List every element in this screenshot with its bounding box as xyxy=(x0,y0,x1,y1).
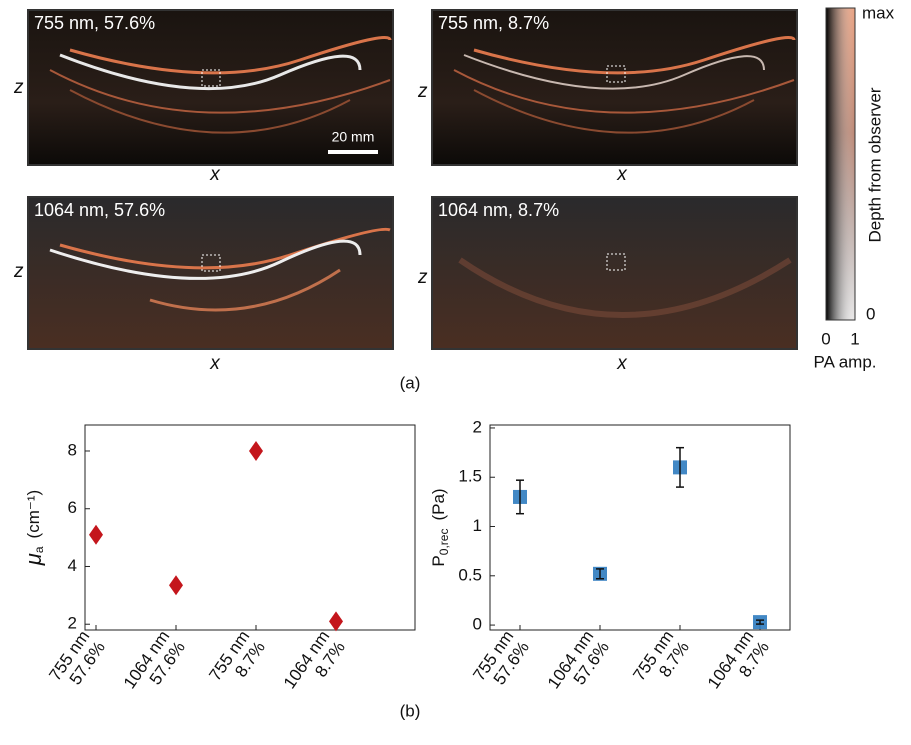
axis-label: z xyxy=(13,261,24,282)
y-axis-label: P0,rec (Pa) xyxy=(429,488,451,566)
y-axis-label-main: μ xyxy=(21,553,46,566)
axis-label: z xyxy=(417,267,428,288)
panel-label: 1064 nm, 8.7% xyxy=(438,200,559,220)
colorbar-label: 0 xyxy=(866,304,875,323)
plot-frame xyxy=(85,425,415,630)
axis-label: x xyxy=(209,164,221,185)
axis-label: x xyxy=(616,353,628,374)
panel-label: 755 nm, 57.6% xyxy=(34,13,155,33)
panel-label: 755 nm, 8.7% xyxy=(438,13,549,33)
y-axis-label-unit: (Pa) xyxy=(429,488,448,520)
caption: (a) xyxy=(400,373,421,392)
x-tick-label: 755 nm8.7% xyxy=(629,627,693,695)
colorbar-label: 1 xyxy=(850,329,859,348)
colorbar xyxy=(826,8,855,320)
y-axis-label: μa (cm⁻¹) xyxy=(21,490,46,566)
colorbar-label: 0 xyxy=(821,329,830,348)
y-tick-label: 6 xyxy=(68,498,77,517)
y-tick-label: 8 xyxy=(68,440,77,459)
y-tick-label: 0.5 xyxy=(458,565,482,584)
y-axis-label-sub: 0,rec xyxy=(437,529,451,556)
y-tick-label: 2 xyxy=(473,417,482,436)
y-axis-label-sub: a xyxy=(32,546,46,553)
caption: (b) xyxy=(400,701,421,720)
colorbar-title: PA amp. xyxy=(814,352,877,371)
axis-label: z xyxy=(417,81,428,102)
scale-bar-label: 20 mm xyxy=(332,129,375,145)
panel-image xyxy=(432,10,797,165)
y-tick-label: 1.5 xyxy=(458,467,482,486)
axis-label: z xyxy=(13,77,24,98)
panel-image xyxy=(432,197,797,349)
plot-frame xyxy=(490,425,790,630)
colorbar-label: max xyxy=(862,3,895,22)
x-tick-label: 1064 nm8.7% xyxy=(704,627,773,703)
x-tick-label: 1064 nm8.7% xyxy=(280,627,349,703)
y-tick-label: 4 xyxy=(68,556,77,575)
panel-image xyxy=(28,197,393,349)
y-tick-label: 1 xyxy=(473,516,482,535)
colorbar-title: Depth from observer xyxy=(865,87,884,242)
point xyxy=(329,611,343,631)
y-axis-label-unit: (cm⁻¹) xyxy=(24,490,43,539)
panel-label: 1064 nm, 57.6% xyxy=(34,200,165,220)
point xyxy=(169,575,183,595)
y-tick-label: 0 xyxy=(473,615,482,634)
point xyxy=(249,441,263,461)
point xyxy=(89,525,103,545)
axis-label: x xyxy=(209,353,221,374)
axis-label: x xyxy=(616,164,628,185)
x-tick-label: 755 nm8.7% xyxy=(205,627,269,695)
figure: 755 nm, 57.6% 755 nm, 8.7% 1064 nm, 57.6… xyxy=(0,0,911,740)
y-axis-label-main: P xyxy=(429,555,448,566)
